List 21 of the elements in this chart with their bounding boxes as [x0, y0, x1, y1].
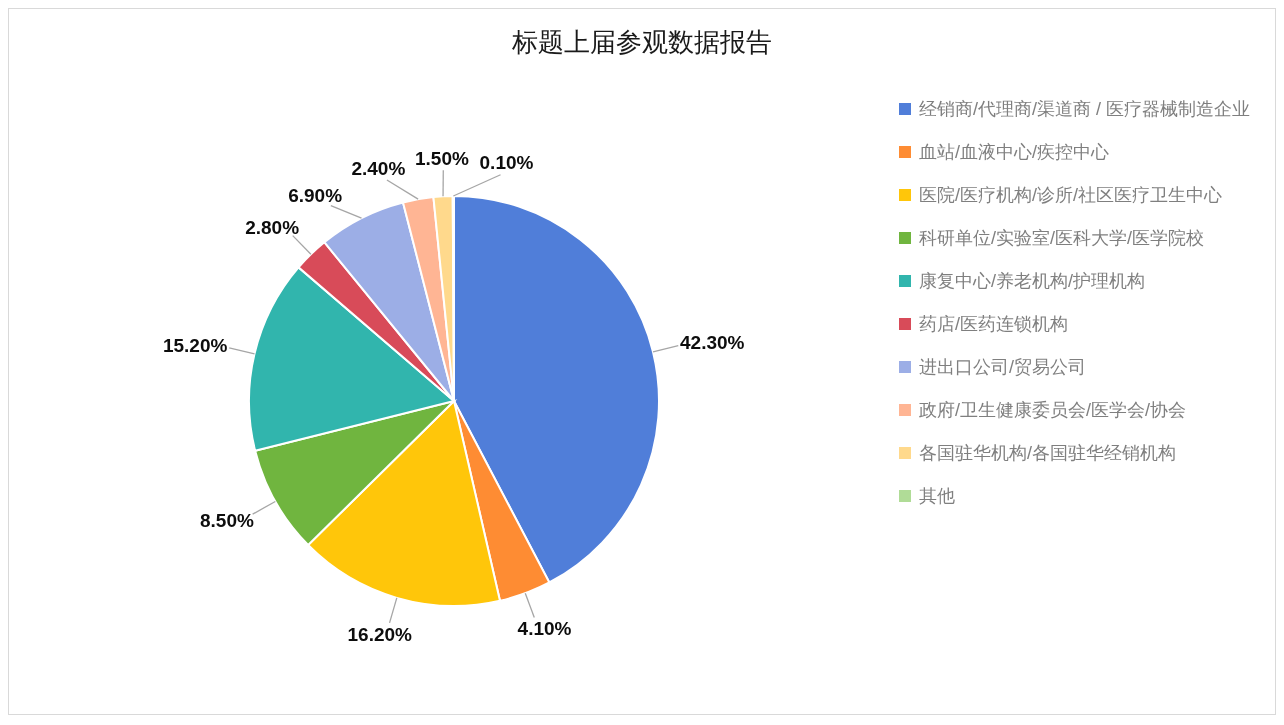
data-label: 2.40%: [351, 157, 406, 179]
data-label: 2.80%: [245, 216, 300, 238]
legend-label: 各国驻华机构/各国驻华经销机构: [919, 441, 1177, 465]
legend-label: 政府/卫生健康委员会/医学会/协会: [919, 398, 1187, 422]
data-label: 6.90%: [288, 184, 343, 206]
data-label: 1.50%: [414, 147, 469, 169]
legend-label: 其他: [919, 484, 955, 508]
data-label: 4.10%: [517, 618, 572, 640]
legend-label: 医院/医疗机构/诊所/社区医疗卫生中心: [919, 183, 1223, 207]
legend-label: 血站/血液中心/疾控中心: [919, 140, 1110, 164]
data-label: 0.10%: [479, 152, 534, 174]
legend-label: 康复中心/养老机构/护理机构: [919, 269, 1146, 293]
legend-label: 经销商/代理商/渠道商 / 医疗器械制造企业: [919, 97, 1251, 121]
legend-label: 药店/医药连锁机构: [919, 312, 1069, 336]
data-label: 8.50%: [199, 509, 254, 531]
chart-title: 标题上届参观数据报告: [511, 26, 773, 59]
data-label: 42.30%: [680, 332, 745, 354]
data-label: 16.20%: [347, 623, 413, 645]
data-label: 15.20%: [162, 334, 228, 356]
legend-label: 科研单位/实验室/医科大学/医学院校: [919, 226, 1205, 250]
legend-label: 进出口公司/贸易公司: [919, 355, 1087, 379]
